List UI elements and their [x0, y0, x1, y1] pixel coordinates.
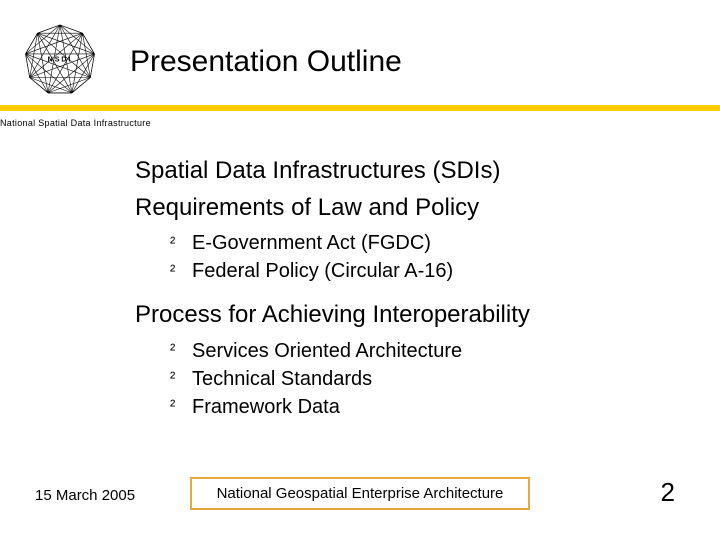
outline-heading: Requirements of Law and Policy — [135, 192, 690, 223]
slide-footer: 15 March 2005 National Geospatial Enterp… — [0, 470, 720, 510]
title-underline — [0, 105, 720, 111]
bullet-icon: ² — [170, 233, 192, 255]
outline-sublist: ²E-Government Act (FGDC) ²Federal Policy… — [170, 229, 690, 285]
outline-subitem: ²Technical Standards — [170, 365, 690, 393]
logo-label: NSDI — [48, 57, 73, 64]
bullet-icon: ² — [170, 396, 192, 418]
outline-content: Spatial Data Infrastructures (SDIs) Requ… — [135, 155, 690, 435]
outline-heading: Spatial Data Infrastructures (SDIs) — [135, 155, 690, 186]
nsdi-logo: NSDI — [20, 20, 100, 100]
outline-subitem-text: E-Government Act (FGDC) — [192, 232, 431, 254]
outline-subitem: ²Federal Policy (Circular A-16) — [170, 257, 690, 285]
footer-date: 15 March 2005 — [35, 487, 135, 504]
outline-subitem: ²Services Oriented Architecture — [170, 337, 690, 365]
outline-subitem-text: Federal Policy (Circular A-16) — [192, 260, 453, 282]
bullet-icon: ² — [170, 340, 192, 362]
page-number: 2 — [661, 477, 675, 508]
outline-subitem-text: Services Oriented Architecture — [192, 340, 462, 362]
outline-subitem-text: Framework Data — [192, 396, 340, 418]
outline-subitem-text: Technical Standards — [192, 368, 372, 390]
bullet-icon: ² — [170, 261, 192, 283]
outline-subitem: ²Framework Data — [170, 393, 690, 421]
outline-sublist: ²Services Oriented Architecture ²Technic… — [170, 337, 690, 421]
slide-title: Presentation Outline — [130, 45, 402, 79]
outline-heading: Process for Achieving Interoperability — [135, 299, 690, 330]
slide-subtitle: National Spatial Data Infrastructure — [0, 118, 151, 128]
footer-box: National Geospatial Enterprise Architect… — [190, 477, 530, 510]
bullet-icon: ² — [170, 368, 192, 390]
outline-subitem: ²E-Government Act (FGDC) — [170, 229, 690, 257]
